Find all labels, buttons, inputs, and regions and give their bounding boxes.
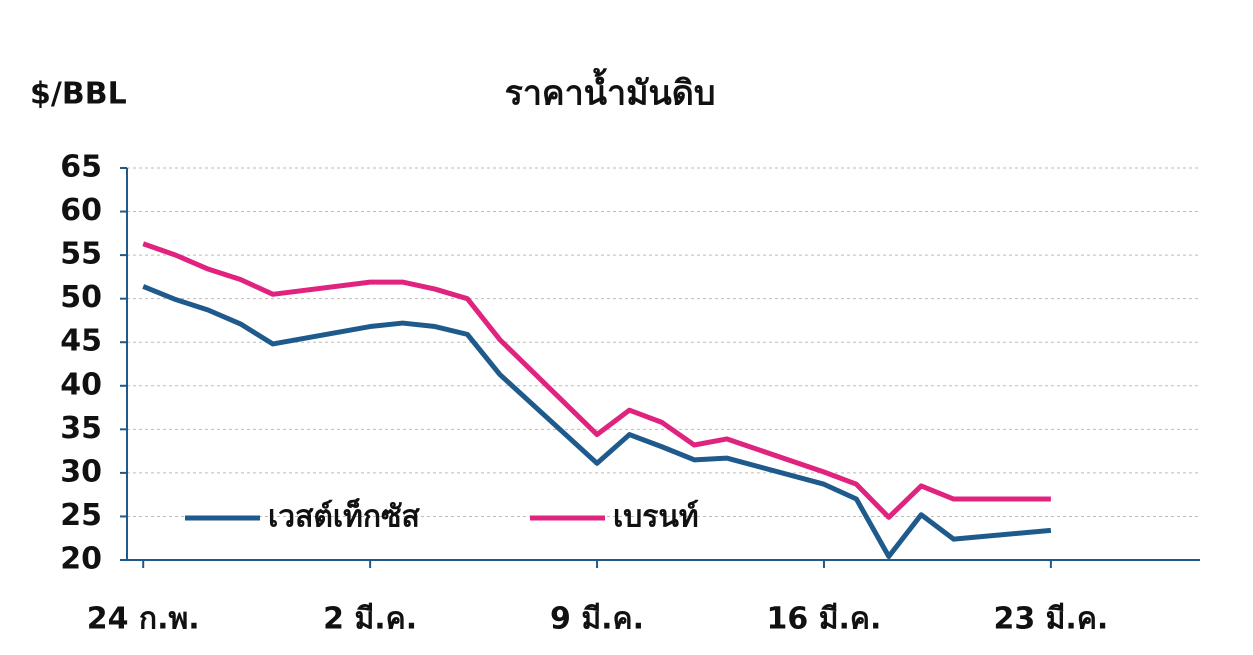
- y-tick-label: 60: [60, 193, 102, 228]
- x-tick-label: 9 มี.ค.: [550, 602, 644, 637]
- y-tick-label: 35: [60, 411, 102, 446]
- y-tick-label: 25: [60, 498, 102, 533]
- y-tick-label: 40: [60, 367, 102, 402]
- series-line: [142, 284, 1052, 560]
- y-tick-label: 20: [60, 542, 102, 577]
- y-tick-label: 55: [60, 237, 102, 272]
- y-axis-label: $/BBL: [30, 77, 127, 112]
- y-tick-label: 45: [60, 324, 102, 359]
- x-tick-label: 16 มี.ค.: [767, 602, 882, 637]
- x-tick-label: 23 มี.ค.: [993, 602, 1108, 637]
- legend-label: เบรนท์: [613, 500, 699, 535]
- x-tick-label: 24 ก.พ.: [87, 602, 200, 637]
- chart-title: ราคาน้ำมันดิบ: [505, 68, 716, 114]
- series-line: [142, 241, 1051, 520]
- x-tick-label: 2 มี.ค.: [323, 602, 417, 637]
- y-tick-label: 50: [60, 280, 102, 315]
- y-tick-label: 30: [60, 454, 102, 489]
- legend-label: เวสต์เท็กซัส: [268, 498, 420, 535]
- y-tick-label: 65: [60, 150, 102, 185]
